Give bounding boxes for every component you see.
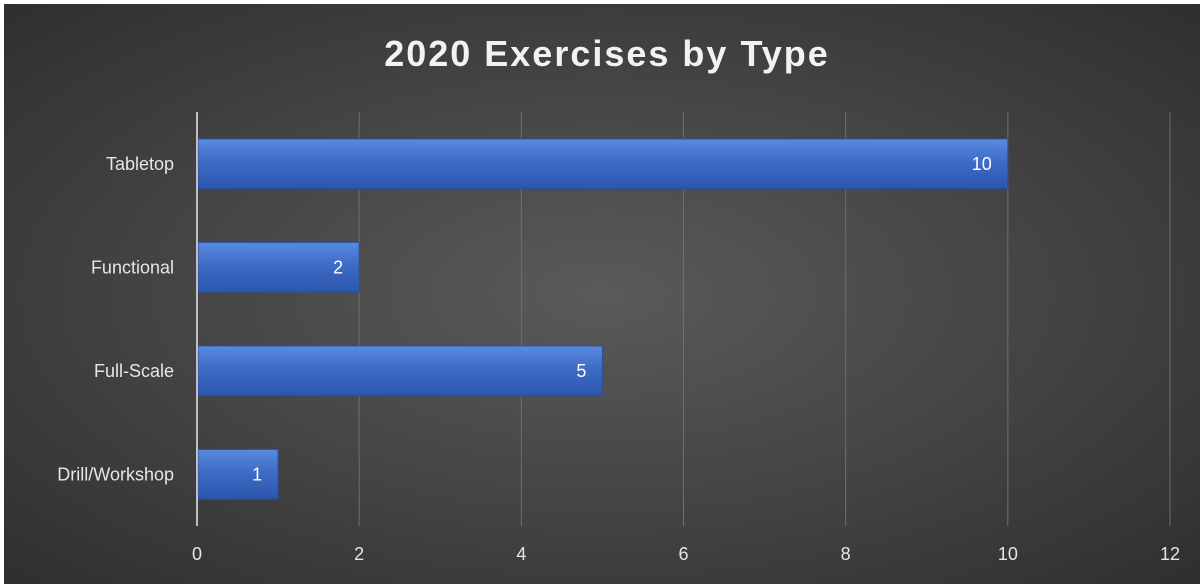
data-label: 10	[972, 154, 992, 174]
category-label: Functional	[91, 257, 174, 277]
bars: 10 2 5 1	[197, 138, 1009, 500]
x-tick-label: 10	[998, 544, 1018, 564]
x-tick-label: 12	[1160, 544, 1180, 564]
x-tick-label: 6	[678, 544, 688, 564]
bar-functional	[197, 241, 360, 293]
chart-area: 2020 Exercises by Type 10 2 5 1 Tabletop Fun…	[4, 4, 1200, 584]
data-label: 1	[252, 464, 262, 484]
x-tick-label: 4	[516, 544, 526, 564]
x-tick-label: 8	[841, 544, 851, 564]
bar-drill-workshop	[197, 448, 279, 500]
x-axis-tick-labels: 0 2 4 6 8 10 12	[192, 544, 1180, 564]
x-tick-label: 2	[354, 544, 364, 564]
bar-chart: 2020 Exercises by Type 10 2 5 1 Tabletop Fun…	[57, 33, 1180, 564]
data-label: 2	[333, 257, 343, 277]
x-tick-label: 0	[192, 544, 202, 564]
chart-title: 2020 Exercises by Type	[384, 33, 830, 74]
category-label: Tabletop	[106, 154, 174, 174]
bar-tabletop	[197, 138, 1009, 190]
category-label: Full-Scale	[94, 361, 174, 381]
category-labels: Tabletop Functional Full-Scale Drill/Worksh…	[57, 154, 174, 485]
category-label: Drill/Workshop	[57, 464, 174, 484]
bar-full-scale	[197, 345, 603, 397]
data-label: 5	[576, 361, 586, 381]
